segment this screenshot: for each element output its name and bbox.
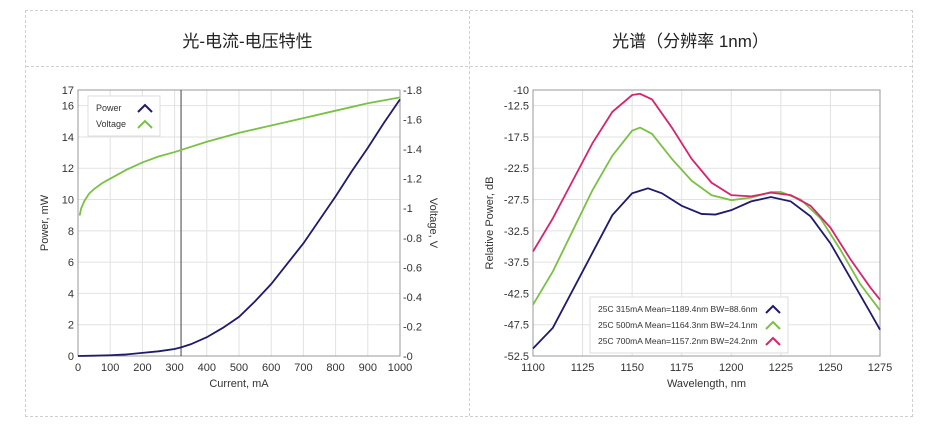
y-tick-label: -52.5 (504, 351, 529, 363)
x-tick-label: 1275 (868, 362, 892, 374)
legend-label: 25C 315mA Mean=1189.4nm BW=88.6nm (598, 304, 758, 314)
x-tick-label: 400 (198, 362, 216, 374)
legend-marker-icon (137, 103, 153, 113)
y2-tick-label: -0.2 (403, 321, 422, 333)
legend-marker-icon (765, 304, 781, 314)
series-line-25c (532, 92, 881, 301)
y2-tick-label: -1.4 (403, 144, 422, 156)
x-tick-label: 800 (326, 362, 344, 374)
y-tick-label: 17 (62, 85, 74, 97)
y2-tick-label: -1 (403, 203, 413, 215)
y-tick-label: 0 (68, 351, 74, 363)
legend-label: Power (96, 103, 122, 113)
header-divider (26, 66, 912, 67)
y2-tick-label: -0.4 (403, 292, 422, 304)
y2-tick-label: -1.8 (403, 85, 422, 97)
series-line-voltage (78, 96, 401, 216)
x-tick-label: 1175 (670, 362, 694, 374)
y-tick-label: -12.5 (504, 101, 529, 113)
plot-border (77, 89, 401, 357)
y-tick-label: -32.5 (504, 226, 529, 238)
x-axis-label: Wavelength, nm (667, 378, 746, 390)
x-tick-label: 900 (359, 362, 377, 374)
y2-tick-label: -0.8 (403, 233, 422, 245)
x-tick-label: 1150 (620, 362, 644, 374)
series-line-power (77, 98, 401, 357)
y-tick-label: 10 (62, 195, 74, 207)
x-tick-label: 100 (101, 362, 119, 374)
x-tick-label: 1250 (818, 362, 842, 374)
y-tick-label: -22.5 (504, 163, 529, 175)
x-tick-label: 300 (165, 362, 183, 374)
y-axis-label: Relative Power, dB (484, 177, 496, 270)
x-tick-label: 1100 (521, 362, 545, 374)
x-tick-label: 200 (133, 362, 151, 374)
chart-table: 光-电流-电压特性 光谱（分辨率 1nm） (25, 10, 913, 417)
liv-title: 光-电流-电压特性 (182, 32, 313, 51)
x-tick-label: 500 (230, 362, 248, 374)
x-tick-label: 1125 (571, 362, 595, 374)
y-tick-label: -37.5 (504, 257, 529, 269)
legend-box (589, 296, 789, 354)
x-tick-label: 600 (262, 362, 280, 374)
series-line-25c (532, 187, 881, 350)
x-tick-label: 1200 (719, 362, 743, 374)
y2-tick-label: -0 (403, 351, 413, 363)
x-axis-label: Current, mA (209, 378, 269, 390)
y-tick-label: 14 (62, 132, 74, 144)
x-tick-label: 1000 (388, 362, 412, 374)
legend-marker-icon (765, 336, 781, 346)
y2-tick-label: -0.6 (403, 262, 422, 274)
y-tick-label: -17.5 (504, 132, 529, 144)
y-tick-label: -10 (513, 85, 529, 97)
legend-label: 25C 500mA Mean=1164.3nm BW=24.1nm (598, 320, 758, 330)
y-tick-label: -27.5 (504, 195, 529, 207)
y-tick-label: -42.5 (504, 288, 529, 300)
legend-label: Voltage (96, 119, 126, 129)
plot-border (532, 89, 881, 357)
legend-marker-icon (137, 119, 153, 129)
y-axis-label: Power, mW (39, 194, 51, 251)
y-tick-label: 12 (62, 163, 74, 175)
series-line-25c (532, 126, 881, 311)
y-tick-label: 8 (68, 226, 74, 238)
y-tick-label: 2 (68, 320, 74, 332)
x-tick-label: 700 (294, 362, 312, 374)
y-tick-label: -47.5 (504, 320, 529, 332)
y2-tick-label: -1.2 (403, 174, 422, 186)
y-tick-label: 4 (68, 288, 74, 300)
x-tick-label: 0 (75, 362, 81, 374)
column-divider (469, 11, 470, 416)
legend-box (87, 95, 161, 137)
legend-marker-icon (765, 320, 781, 330)
legend-label: 25C 700mA Mean=1157.2nm BW=24.2nm (598, 336, 758, 346)
y-tick-label: 16 (62, 101, 74, 113)
y-tick-label: 6 (68, 257, 74, 269)
y2-axis-label: Voltage, V (427, 198, 439, 249)
x-tick-label: 1225 (769, 362, 793, 374)
y2-tick-label: -1.6 (403, 115, 422, 127)
spectrum-title: 光谱（分辨率 1nm） (612, 32, 769, 51)
